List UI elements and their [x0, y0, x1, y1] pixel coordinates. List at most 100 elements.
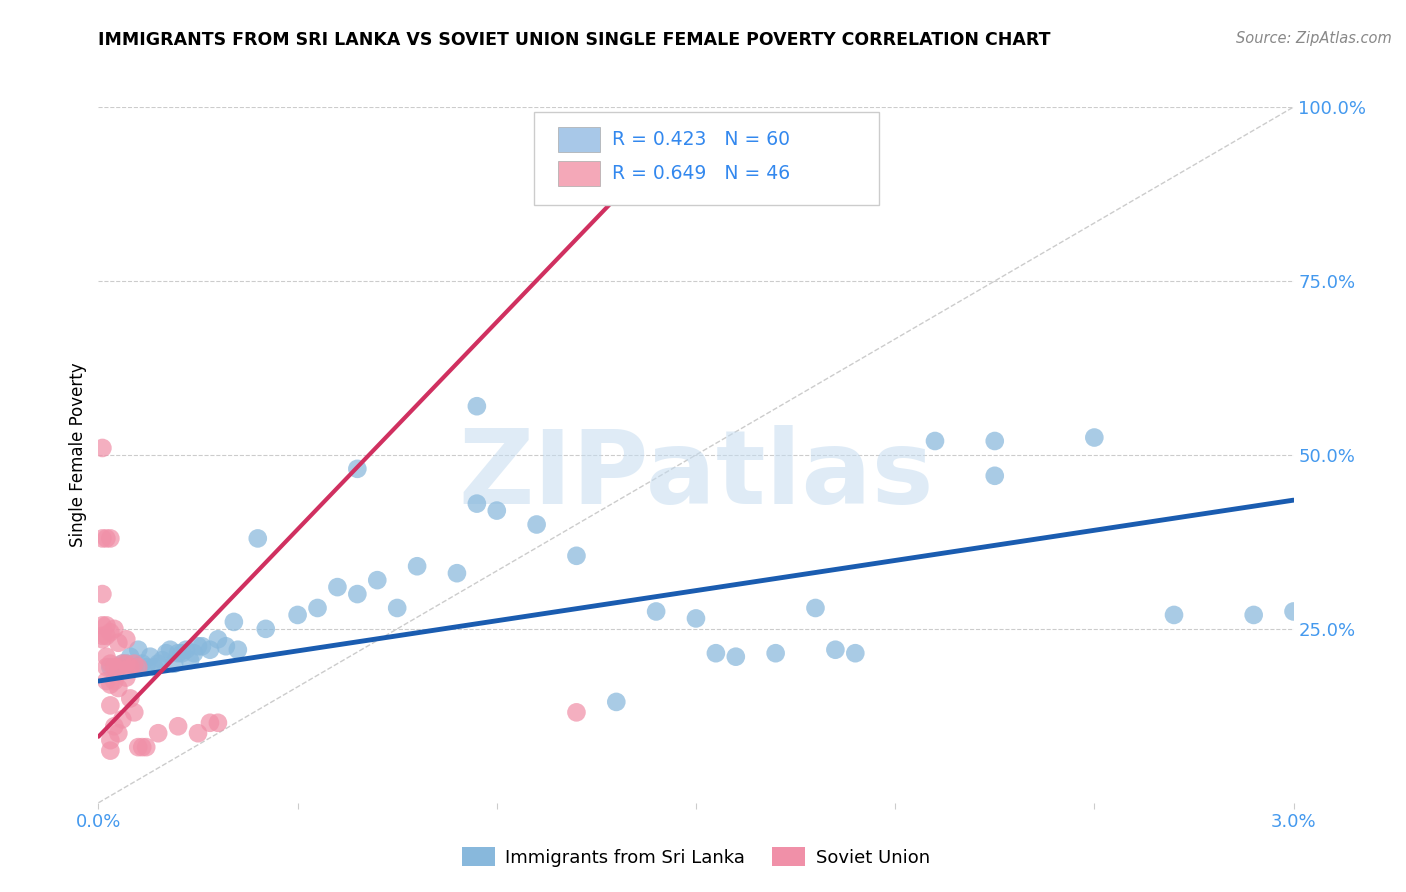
- Point: [91, 629, 114, 643]
- Point: [804, 601, 827, 615]
- Legend: Immigrants from Sri Lanka, Soviet Union: Immigrants from Sri Lanka, Soviet Union: [456, 840, 936, 874]
- Point: [174, 642, 197, 657]
- Text: ZIPatlas: ZIPatlas: [458, 425, 934, 526]
- Point: [222, 615, 245, 629]
- Y-axis label: Single Female Poverty: Single Female Poverty: [69, 363, 87, 547]
- Point: [346, 587, 368, 601]
- Point: [346, 462, 368, 476]
- Point: [120, 660, 142, 674]
- Point: [98, 677, 122, 691]
- Point: [984, 468, 1007, 483]
- Point: [187, 639, 209, 653]
- Point: [96, 532, 118, 546]
- Point: [91, 587, 114, 601]
- Point: [98, 532, 122, 546]
- Text: IMMIGRANTS FROM SRI LANKA VS SOVIET UNION SINGLE FEMALE POVERTY CORRELATION CHAR: IMMIGRANTS FROM SRI LANKA VS SOVIET UNIO…: [98, 31, 1050, 49]
- Point: [107, 660, 129, 674]
- Point: [135, 740, 157, 755]
- Point: [485, 503, 508, 517]
- Text: R = 0.423   N = 60: R = 0.423 N = 60: [612, 129, 790, 149]
- Point: [91, 618, 114, 632]
- Point: [96, 618, 118, 632]
- Point: [91, 441, 114, 455]
- Point: [526, 517, 548, 532]
- Point: [565, 549, 588, 563]
- Point: [115, 657, 138, 671]
- Point: [307, 601, 329, 615]
- Point: [127, 660, 149, 674]
- Point: [446, 566, 468, 581]
- Point: [183, 646, 205, 660]
- Point: [143, 660, 166, 674]
- Point: [107, 726, 129, 740]
- Point: [645, 605, 668, 619]
- Point: [1163, 607, 1185, 622]
- Point: [605, 695, 627, 709]
- Point: [91, 632, 114, 647]
- Point: [135, 660, 157, 674]
- Point: [115, 657, 138, 671]
- Point: [98, 733, 122, 747]
- Point: [685, 611, 707, 625]
- Point: [366, 573, 388, 587]
- Point: [91, 532, 114, 546]
- Point: [98, 657, 122, 671]
- Point: [111, 712, 134, 726]
- Point: [120, 691, 142, 706]
- Point: [172, 646, 194, 660]
- Point: [765, 646, 787, 660]
- Point: [207, 632, 229, 647]
- Point: [924, 434, 946, 448]
- Point: [96, 649, 118, 664]
- Point: [96, 660, 118, 674]
- Point: [385, 601, 409, 615]
- Point: [704, 646, 727, 660]
- Point: [98, 660, 122, 674]
- Point: [163, 657, 186, 671]
- Point: [191, 639, 214, 653]
- Point: [111, 657, 134, 671]
- Point: [127, 740, 149, 755]
- Point: [465, 497, 488, 511]
- Point: [824, 642, 846, 657]
- Point: [150, 653, 173, 667]
- Point: [124, 660, 146, 674]
- Point: [115, 632, 138, 647]
- Point: [187, 726, 209, 740]
- Point: [103, 622, 125, 636]
- Point: [139, 649, 162, 664]
- Point: [226, 642, 249, 657]
- Point: [131, 740, 153, 755]
- Point: [103, 660, 125, 674]
- Point: [159, 642, 181, 657]
- Point: [198, 715, 221, 730]
- Point: [115, 671, 138, 685]
- Point: [565, 706, 588, 720]
- Point: [326, 580, 349, 594]
- Text: R = 0.649   N = 46: R = 0.649 N = 46: [612, 163, 790, 183]
- Point: [167, 719, 190, 733]
- Point: [107, 681, 129, 695]
- Point: [96, 674, 118, 689]
- Point: [96, 629, 118, 643]
- Point: [465, 399, 488, 413]
- Point: [107, 660, 129, 674]
- Point: [406, 559, 429, 574]
- Point: [103, 674, 125, 689]
- Point: [155, 646, 177, 660]
- Point: [148, 726, 170, 740]
- Point: [1083, 431, 1105, 445]
- Point: [1282, 605, 1305, 619]
- Point: [98, 698, 122, 713]
- Point: [254, 622, 277, 636]
- Point: [120, 649, 142, 664]
- Point: [198, 642, 221, 657]
- Point: [207, 715, 229, 730]
- Point: [1243, 607, 1265, 622]
- Point: [107, 636, 129, 650]
- Point: [127, 642, 149, 657]
- Point: [124, 657, 146, 671]
- Point: [131, 657, 153, 671]
- Point: [148, 657, 170, 671]
- Point: [179, 653, 201, 667]
